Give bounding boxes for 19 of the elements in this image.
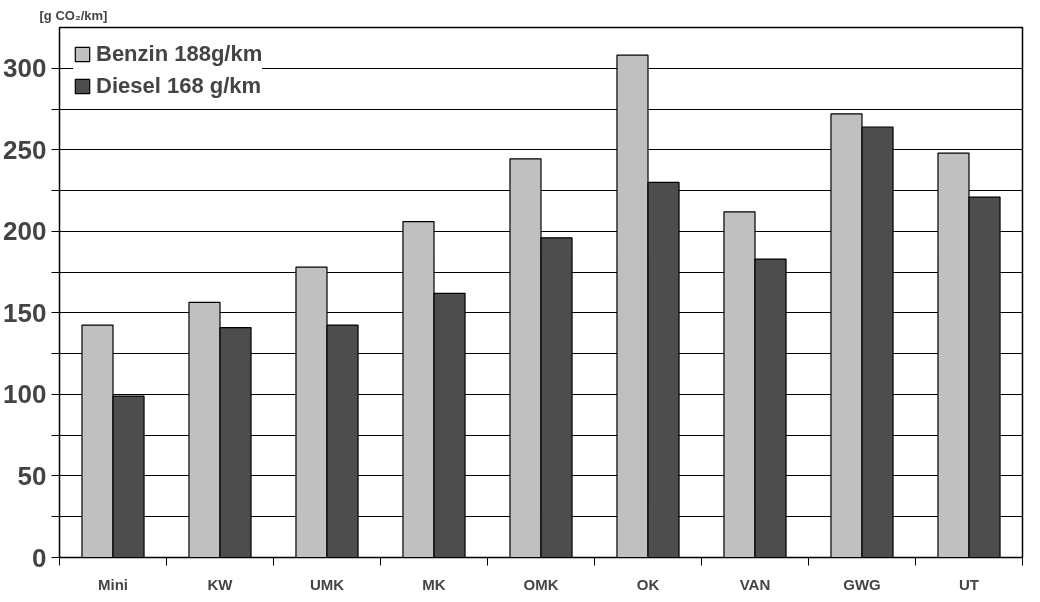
y-tick-label: 200 xyxy=(3,216,47,247)
y-tick-label: 300 xyxy=(3,53,47,84)
y-tick-label: 0 xyxy=(32,542,47,573)
y-axis-title: [g CO₂/km] xyxy=(39,7,108,23)
y-tick-label: 150 xyxy=(3,297,47,328)
x-tick-label: OK xyxy=(636,575,660,593)
x-tick-label: Mini xyxy=(98,575,128,593)
x-tick-label: UT xyxy=(959,575,979,593)
x-tick-label: GWG xyxy=(843,575,881,593)
y-tick-label: 100 xyxy=(3,379,47,410)
x-tick-label: VAN xyxy=(739,575,771,593)
y-tick-label: 50 xyxy=(17,460,47,491)
x-tick-label: OMK xyxy=(523,575,559,593)
x-tick-label: KW xyxy=(207,575,234,593)
x-tick-label: UMK xyxy=(309,575,345,593)
x-tick-label: MK xyxy=(422,575,446,593)
legend-label: Benzin 188g/km xyxy=(96,41,263,67)
legend-label: Diesel 168 g/km xyxy=(96,73,262,99)
y-tick-label: 250 xyxy=(3,134,47,165)
